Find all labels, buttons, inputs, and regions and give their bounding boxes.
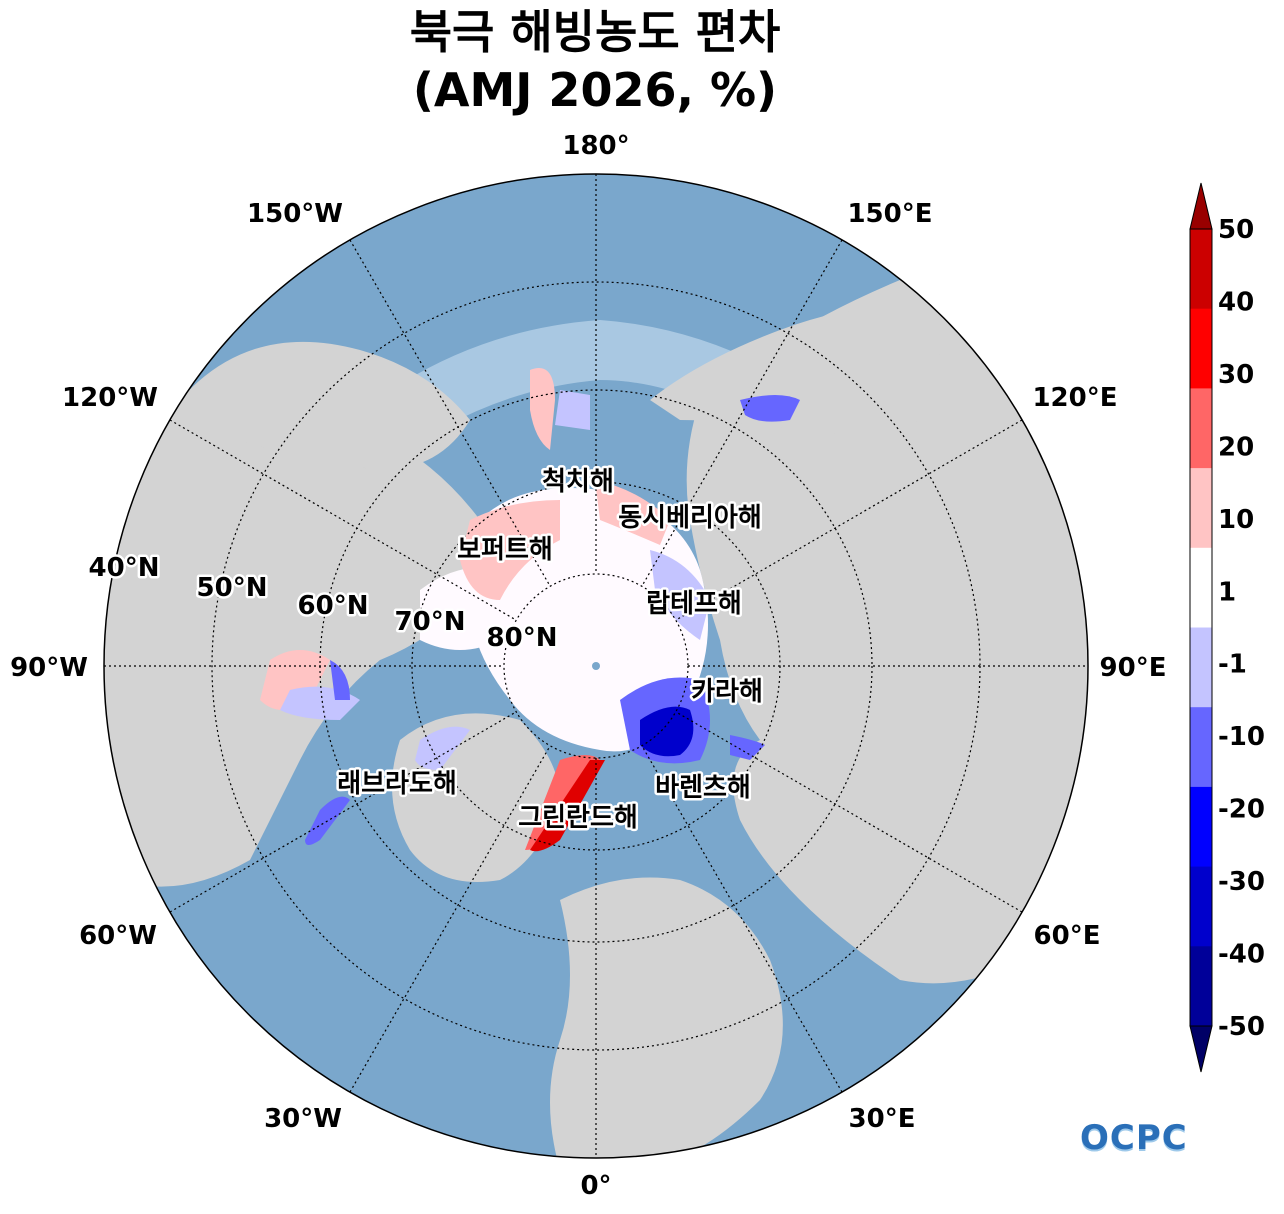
lon-label-150e: 150°E	[847, 199, 932, 229]
colorbar-tick-label: 20	[1218, 432, 1254, 462]
map-title-line2: (AMJ 2026, %)	[412, 63, 778, 117]
lat-label-80n: 80°N	[487, 623, 558, 653]
colorbar-extend-bottom	[1189, 1025, 1213, 1073]
chukotka-land	[650, 307, 940, 434]
anomaly-laptev-negative	[650, 550, 710, 640]
lat-label-70n: 70°N	[395, 607, 466, 637]
sea-label-east-siberian: 동시베리아해	[618, 503, 762, 533]
meridian-labels: 180° 150°E 120°E 90°E 60°E 30°E 0° 30°W …	[10, 131, 1166, 1201]
anomaly-beaufort-positive	[460, 500, 560, 600]
colorbar-tick-label: 1	[1218, 577, 1236, 607]
colorbar-tick-label: 40	[1218, 287, 1254, 317]
colorbar-tick-label: -10	[1218, 722, 1265, 752]
lon-label-30w: 30°W	[264, 1104, 342, 1134]
colorbar-extend-top	[1189, 182, 1213, 230]
map-disk	[104, 174, 1088, 1158]
meridian-gridlines	[104, 174, 1088, 1158]
colorbar-segment	[1190, 468, 1212, 549]
anomaly-kara-east	[730, 735, 765, 760]
map-title-line1: 북극 해빙농도 편차	[409, 5, 781, 59]
alaska-land	[180, 341, 470, 470]
sea-label-greenland: 그린란드해	[518, 803, 638, 833]
anomaly-chukchi-positive	[530, 368, 555, 450]
sea-label-chukchi: 척치해	[542, 467, 614, 497]
europe-land	[550, 877, 783, 1158]
anomaly-okhotsk-negative	[740, 395, 800, 422]
north-pole-marker	[592, 662, 600, 670]
sea-label-beaufort: 보퍼트해	[457, 535, 553, 565]
colorbar-frame	[1189, 228, 1213, 1027]
colorbar-tick-label: 10	[1218, 505, 1254, 535]
colorbar-tick-label: 30	[1218, 360, 1254, 390]
lat-label-60n: 60°N	[298, 591, 369, 621]
parallel-labels: 40°N 50°N 60°N 70°N 80°N	[86, 551, 560, 656]
sea-labels: 척치해 동시베리아해 보퍼트해 랍테프해 카라해 바렌츠해 그린란드해 래브라도…	[335, 465, 766, 836]
anomaly-chukchi-negative	[555, 390, 590, 430]
colorbar-tick-label: -40	[1218, 940, 1265, 970]
sea-label-labrador: 래브라도해	[337, 769, 457, 799]
colorbar-segment	[1190, 786, 1212, 868]
colorbar-tick-label: -30	[1218, 867, 1265, 897]
lon-label-150w: 150°W	[247, 199, 343, 229]
colorbar-segment	[1190, 229, 1212, 310]
lat-label-40n: 40°N	[89, 553, 160, 583]
lon-label-120e: 120°E	[1032, 383, 1117, 413]
lon-label-120w: 120°W	[62, 383, 158, 413]
lon-label-60e: 60°E	[1034, 921, 1101, 951]
colorbar-segment	[1190, 308, 1212, 389]
siberia-land	[686, 280, 1088, 984]
sea-label-barents: 바렌츠해	[655, 773, 751, 803]
colorbar-segment	[1190, 946, 1212, 1027]
colorbar-tick-label: -1	[1218, 650, 1247, 680]
lon-label-60w: 60°W	[79, 921, 157, 951]
colorbar-segment	[1190, 866, 1212, 947]
colorbar-segment	[1190, 388, 1212, 469]
anomaly-baffin-negative	[415, 726, 470, 770]
lat-label-50n: 50°N	[197, 573, 268, 603]
sea-label-laptev: 랍테프해	[646, 589, 742, 619]
anomaly-east-siberian-positive	[595, 480, 670, 545]
lon-label-90w: 90°W	[10, 653, 88, 683]
lon-label-0: 0°	[580, 1171, 611, 1201]
anomaly-hudson-mid	[330, 660, 350, 700]
lon-label-180: 180°	[562, 131, 629, 161]
north-america-land	[104, 397, 488, 887]
colorbar-segment	[1190, 707, 1212, 788]
colorbar-tick-label: -50	[1218, 1012, 1265, 1042]
colorbar-tick-label: 50	[1218, 215, 1254, 245]
lon-label-90e: 90°E	[1100, 653, 1167, 683]
sea-label-kara: 카라해	[691, 677, 763, 707]
colorbar-segment	[1190, 547, 1212, 628]
colorbar-segment	[1190, 627, 1212, 708]
colorbar: 50 40 30 20 10 1 -1 -10 -20 -30 -40 -50	[1189, 182, 1265, 1073]
anomaly-greenland-sea-strong	[530, 760, 605, 852]
lon-label-30e: 30°E	[849, 1104, 916, 1134]
ocpc-logo: OCPC	[1080, 1118, 1188, 1158]
colorbar-tick-label: -20	[1218, 795, 1265, 825]
anomaly-kara-strong	[640, 706, 694, 757]
